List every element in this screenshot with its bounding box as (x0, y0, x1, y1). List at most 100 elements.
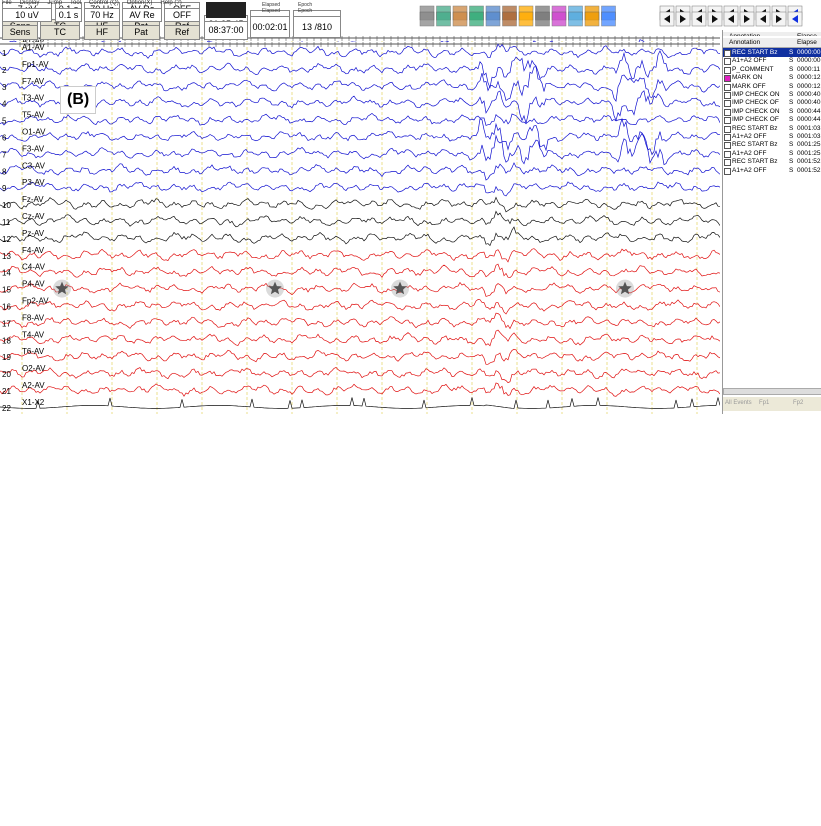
event-tab[interactable]: All Events (725, 400, 752, 406)
toolbar-button[interactable]: HF (84, 25, 120, 40)
tool-icon[interactable] (470, 12, 484, 26)
eeg-trace (0, 67, 720, 102)
channel-number: 2 (2, 66, 7, 75)
channel-number: 5 (2, 117, 7, 126)
channel-label: F8-AV (22, 313, 45, 322)
menu-item[interactable]: Jump (47, 0, 62, 6)
eeg-trace (0, 330, 720, 346)
menu-item[interactable]: Help (?) (160, 0, 181, 6)
channel-label: C3-AV (22, 161, 46, 170)
channel-label: Fz-AV (22, 195, 44, 204)
eeg-trace (0, 383, 720, 396)
channel-number: 15 (2, 286, 11, 295)
annotation-name: A1+A2 OFF (732, 166, 767, 175)
channel-number: 16 (2, 303, 11, 312)
channel-number: 9 (2, 184, 7, 193)
annotation-header: AnnotationElapse (723, 38, 821, 48)
event-tab[interactable]: Fp1 (759, 400, 769, 406)
event-tabs: All Events Fp1 Fp2 (723, 397, 821, 411)
setting-box[interactable]: 70 Hz (84, 8, 120, 22)
eeg-trace (0, 313, 720, 328)
tool-icon[interactable] (552, 12, 566, 26)
channel-number: 22 (2, 404, 11, 413)
eeg-panel: FileDisplayJumpToolControl (Q)Option(X)H… (0, 412, 821, 826)
channel-label: A1-AV (22, 43, 45, 52)
elapsed-label: Elapsed (262, 8, 280, 14)
tool-icon[interactable] (503, 12, 517, 26)
menu-item[interactable]: Control (Q) (89, 0, 119, 6)
epoch-label: Epoch (298, 8, 312, 14)
channel-label: T4-AV (22, 330, 45, 339)
eeg-trace (0, 51, 720, 88)
event-tab[interactable]: Fp2 (793, 400, 803, 406)
channel-number: 6 (2, 134, 7, 143)
eeg-trace (0, 119, 720, 155)
menu-item[interactable]: Tool (70, 0, 81, 6)
eeg-trace (0, 163, 720, 180)
eeg-trace (0, 113, 720, 125)
channel-label: O2-AV (22, 364, 46, 373)
channel-number: 17 (2, 319, 11, 328)
menu-item[interactable]: Display (20, 0, 40, 6)
menu-item[interactable]: File (2, 0, 12, 6)
tool-icon[interactable] (602, 12, 616, 26)
setting-box[interactable]: OFF (164, 8, 200, 22)
menu-item[interactable]: Option(X) (127, 0, 153, 6)
tool-icon[interactable] (453, 12, 467, 26)
channel-label: P3-AV (22, 178, 45, 187)
page: 7 uV0.1 s70 HzAV ReOFFSensTCHFPatRef21:2… (0, 0, 821, 826)
screenshot: 7 uV0.1 s70 HzAV ReOFFSensTCHFPatRef21:2… (0, 0, 821, 826)
setting-box[interactable]: 10 uV (2, 8, 52, 22)
setting-box[interactable]: AV Re (122, 8, 162, 22)
scrollbar[interactable] (723, 388, 821, 395)
eeg-trace (0, 367, 720, 382)
eeg-trace (0, 227, 720, 245)
icon-toolbar (418, 8, 818, 38)
eeg-traces: 1A1-AV2Fp1-AV3F7-AV4T3-AV5T5-AV6O1-AV7F3… (0, 42, 720, 414)
toolbar-button[interactable]: Ref (164, 25, 200, 40)
tool-icon[interactable] (585, 12, 599, 26)
channel-number: 12 (2, 235, 11, 244)
eeg-trace (0, 249, 720, 262)
channel-number: 13 (2, 252, 11, 261)
tool-icon[interactable] (519, 12, 533, 26)
channel-number: 4 (2, 100, 7, 109)
clock-bar (206, 8, 246, 18)
tool-icon[interactable] (420, 12, 434, 26)
eeg-trace (0, 349, 720, 364)
tool-icon[interactable] (486, 12, 500, 26)
channel-label: F3-AV (22, 144, 45, 153)
eeg-trace (0, 133, 720, 164)
elapsed: 00:02:01 (250, 16, 290, 38)
channel-label: A2-AV (22, 381, 45, 390)
header-cell: Elapse (797, 38, 817, 47)
annotation-type: S (789, 166, 793, 175)
eeg-trace (0, 44, 720, 58)
channel-label: X1-X2 (22, 398, 45, 407)
setting-box[interactable]: 0.1 s (55, 8, 82, 22)
channel-label: F7-AV (22, 77, 45, 86)
eeg-trace (0, 300, 720, 315)
channel-number: 21 (2, 387, 11, 396)
clock: 08:37:00 (204, 21, 248, 40)
channel-label: T3-AV (22, 94, 45, 103)
tool-icon[interactable] (437, 12, 451, 26)
eeg-trace (0, 211, 720, 226)
eeg-trace (0, 197, 720, 212)
annotation-time: 0001:52 (797, 166, 821, 175)
checkbox (724, 168, 731, 175)
annotation-row[interactable]: A1+A2 OFF S 0001:52 (723, 166, 821, 175)
channel-number: 10 (2, 201, 11, 210)
toolbar-button[interactable]: TC (40, 25, 80, 40)
menu-bar: File Display Jump Tool Control (Q) Option(X) H… (2, 0, 190, 6)
toolbar-button[interactable]: Pat (122, 25, 160, 40)
toolbar-button[interactable]: Sens (2, 25, 38, 40)
channel-label: C4-AV (22, 263, 46, 272)
panel-label: (B) (60, 86, 96, 114)
channel-number: 19 (2, 353, 11, 362)
tool-icon[interactable] (536, 12, 550, 26)
channel-label: Fp2-AV (22, 297, 49, 306)
channel-label: T5-AV (22, 111, 45, 120)
tool-icon[interactable] (569, 12, 583, 26)
